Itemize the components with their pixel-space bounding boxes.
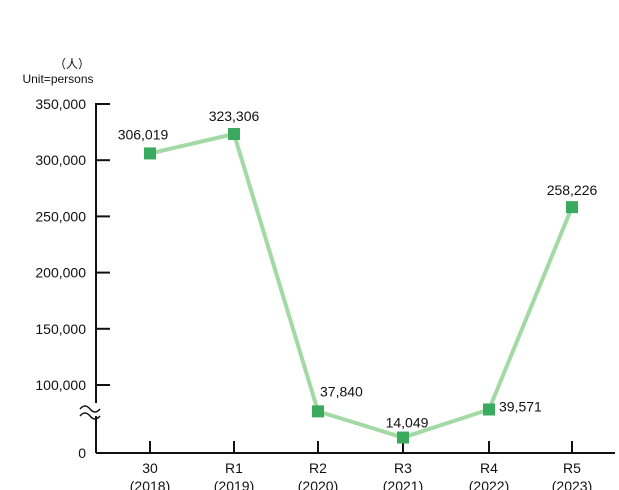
y-tick-label: 150,000 — [35, 321, 86, 337]
x-tick-sublabel: (2019) — [214, 478, 254, 490]
data-point — [228, 128, 240, 141]
x-tick-label: R1 — [225, 460, 243, 476]
data-point — [483, 403, 495, 416]
x-tick-label: R4 — [480, 460, 498, 476]
y-axis: 350,000 300,000 250,000 200,000 150,000 100,0… — [35, 96, 110, 461]
data-point — [144, 147, 156, 160]
data-label: 258,226 — [547, 182, 598, 198]
y-tick-label: 0 — [78, 445, 86, 461]
series-visitors: 306,019 323,306 37,840 14,049 39,571 258,226 — [118, 108, 598, 444]
data-point — [397, 431, 409, 444]
x-tick-sublabel: (2022) — [469, 478, 509, 490]
y-tick-label: 100,000 — [35, 377, 86, 393]
x-tick-sublabel: (2021) — [383, 478, 423, 490]
x-tick-label: R2 — [309, 460, 327, 476]
x-tick-sublabel: (2020) — [298, 478, 338, 490]
x-tick-label: 30 — [142, 460, 158, 476]
data-label: 323,306 — [209, 108, 260, 124]
x-tick-sublabel: (2018) — [130, 478, 170, 490]
axis-break-mark — [79, 405, 101, 413]
x-axis: 30 (2018) R1 (2019) R2 (2020) R3 (2021) R4 (2022)… — [96, 441, 615, 490]
data-label: 37,840 — [320, 383, 363, 399]
y-tick-label: 350,000 — [35, 96, 86, 112]
x-tick-label: R5 — [563, 460, 581, 476]
data-point — [312, 405, 324, 418]
data-point — [566, 201, 578, 214]
x-tick-label: R3 — [394, 460, 412, 476]
y-tick-label: 300,000 — [35, 152, 86, 168]
x-tick-sublabel: (2023) — [552, 478, 592, 490]
y-tick-label: 200,000 — [35, 265, 86, 281]
y-tick-label: 250,000 — [35, 208, 86, 224]
data-label: 14,049 — [386, 415, 429, 431]
axis-break-mark — [79, 412, 101, 420]
y-unit-label: （人） — [54, 57, 90, 71]
y-unit-label-en: Unit=persons — [22, 72, 93, 86]
data-label: 306,019 — [118, 126, 169, 142]
series-line — [149, 132, 574, 440]
data-label: 39,571 — [499, 398, 542, 414]
